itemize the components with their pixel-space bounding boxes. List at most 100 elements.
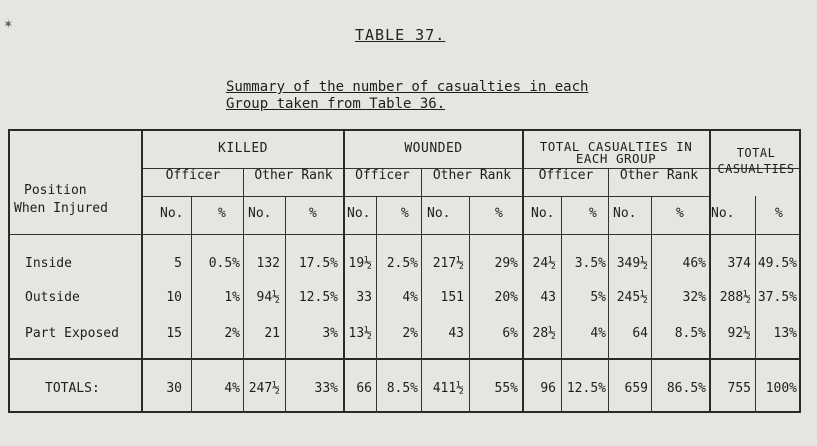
rule-col-1: [191, 196, 192, 413]
table-cell: 5: [174, 256, 182, 271]
row-label: Part Exposed: [25, 326, 119, 341]
subgroup-wounded-officer: Officer: [355, 168, 410, 183]
rule-killed-mid: [243, 168, 244, 413]
rule-killed-end: [343, 129, 345, 413]
rule-col-7: [469, 196, 470, 413]
table-cell: 43: [448, 326, 464, 341]
table-cell: 32%: [682, 290, 706, 305]
table-cell: 6%: [502, 326, 518, 341]
col-label: No.: [711, 206, 735, 221]
caption-line-2: Group taken from Table 36.: [226, 96, 446, 112]
rule-subgroup-bottom: [141, 196, 709, 197]
subgroup-killed-other-rank: Other Rank: [254, 168, 333, 183]
totals-cell: 30: [166, 381, 182, 396]
group-killed: KILLED: [218, 141, 268, 156]
table-cell: 4%: [590, 326, 606, 341]
table-cell: 19½: [348, 256, 372, 271]
col-label: %: [495, 206, 503, 221]
table-cell: 151: [440, 290, 464, 305]
totals-label: TOTALS:: [45, 381, 100, 396]
totals-cell: 4%: [224, 381, 240, 396]
rule-col-13: [755, 196, 756, 413]
rule-col-9: [561, 196, 562, 413]
table-cell: 4%: [402, 290, 418, 305]
subgroup-wounded-other-rank: Other Rank: [432, 168, 512, 183]
table-cell: 49.5%: [757, 256, 797, 271]
row-label: Inside: [25, 256, 72, 271]
group-total-in-each-group: TOTAL CASUALTIES IN EACH GROUP: [539, 139, 693, 166]
totals-cell: 8.5%: [386, 381, 418, 396]
totals-cell: 659: [624, 381, 648, 396]
subgroup-total-officer: Officer: [538, 168, 594, 183]
table-cell: 29%: [494, 256, 518, 271]
table-cell: 349½: [616, 256, 648, 271]
row-label: Outside: [25, 290, 80, 305]
col-label: No.: [613, 206, 637, 221]
table-cell: 13%: [773, 326, 797, 341]
table-cell: 5%: [590, 290, 606, 305]
col-label: %: [676, 206, 684, 221]
table-cell: 3.5%: [574, 256, 606, 271]
rule-total-mid: [608, 168, 609, 413]
table-cell: 94½: [256, 290, 280, 305]
table-cell: 2%: [224, 326, 240, 341]
col-label: No.: [248, 206, 272, 221]
position-header-line-1: Position: [24, 183, 87, 198]
table-cell: 17.5%: [298, 256, 338, 271]
table-cell: 92½: [727, 326, 751, 341]
table-cell: 13½: [348, 326, 372, 341]
table-cell: 2%: [402, 326, 418, 341]
col-label: No.: [427, 206, 451, 221]
position-header-line-2: When Injured: [14, 201, 108, 216]
table-cell: 33: [356, 290, 372, 305]
col-label: %: [401, 206, 409, 221]
group-total-casualties: TOTAL CASUALTIES: [717, 146, 795, 176]
totals-cell: 96: [540, 381, 556, 396]
col-label: %: [775, 206, 783, 221]
table-number: TABLE 37.: [355, 26, 446, 44]
totals-cell: 755: [727, 381, 751, 396]
col-label: No.: [531, 206, 555, 221]
subgroup-total-other-rank: Other Rank: [619, 168, 699, 183]
rule-totals-top: [8, 358, 801, 360]
col-label: %: [309, 206, 317, 221]
table-cell: 24½: [532, 256, 556, 271]
table-cell: 3%: [322, 326, 338, 341]
col-label: %: [218, 206, 226, 221]
table-cell: 21: [264, 326, 280, 341]
totals-cell: 247½: [248, 381, 280, 396]
rule-header-bottom: [8, 234, 801, 235]
group-wounded: WOUNDED: [404, 141, 463, 156]
table-cell: 10: [166, 290, 182, 305]
table-cell: 64: [632, 326, 648, 341]
totals-cell: 86.5%: [666, 381, 706, 396]
table-cell: 132: [256, 256, 280, 271]
table-cell: 12.5%: [298, 290, 338, 305]
rule-label-col: [141, 129, 143, 413]
rule-group-bottom: [141, 168, 801, 169]
caption-line-1: Summary of the number of casualties in e…: [226, 79, 589, 95]
casualties-table: [8, 129, 801, 413]
rule-wounded-end: [522, 129, 524, 413]
table-cell: 2.5%: [386, 256, 418, 271]
rule-wounded-mid: [421, 168, 422, 413]
table-cell: 20%: [494, 290, 518, 305]
table-cell: 374: [727, 256, 751, 271]
totals-cell: 12.5%: [566, 381, 606, 396]
rule-col-11: [651, 196, 652, 413]
table-cell: 1%: [224, 290, 240, 305]
table-cell: 28½: [532, 326, 556, 341]
totals-cell: 55%: [494, 381, 518, 396]
table-cell: 245½: [616, 290, 648, 305]
table-cell: 0.5%: [208, 256, 240, 271]
col-label: No.: [347, 206, 371, 221]
table-cell: 37.5%: [757, 290, 797, 305]
totals-cell: 33%: [314, 381, 338, 396]
table-cell: 43: [540, 290, 556, 305]
ink-speck: ✶: [4, 16, 13, 32]
table-cell: 8.5%: [674, 326, 706, 341]
subgroup-killed-officer: Officer: [165, 168, 221, 183]
col-label: %: [589, 206, 597, 221]
totals-cell: 411½: [432, 381, 464, 396]
